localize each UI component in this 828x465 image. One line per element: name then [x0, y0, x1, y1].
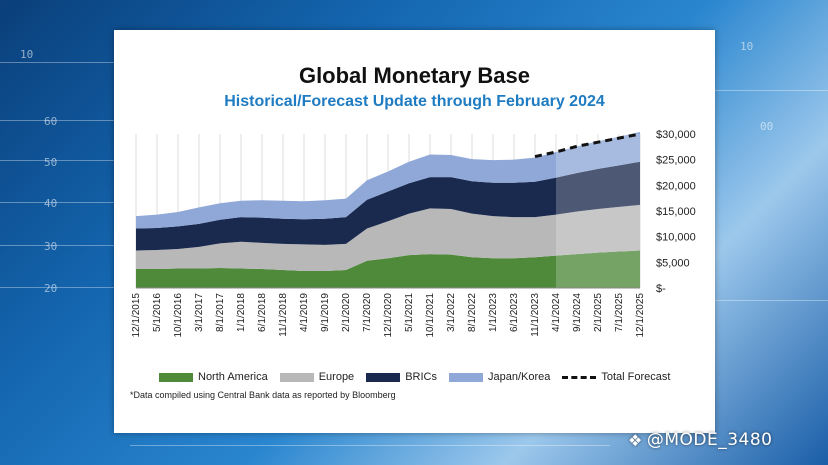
chart-legend: North America Europe BRICs Japan/Korea T… [159, 370, 682, 384]
x-tick-label: 8/1/2022 [467, 293, 478, 332]
legend-item-brics: BRICs [366, 371, 437, 383]
x-tick-label: 3/1/2017 [194, 293, 205, 332]
watermark-text: @MODE_3480 [646, 430, 773, 450]
x-tick-label: 1/1/2018 [236, 293, 247, 332]
background-number: 10 [20, 48, 34, 61]
background-number: 50 [44, 156, 58, 169]
x-tick-label: 4/1/2019 [299, 293, 310, 332]
area-series-brics [136, 161, 640, 251]
legend-dash [562, 375, 597, 379]
chart-note: *Data compiled using Central Bank data a… [130, 390, 396, 400]
x-tick-label: 12/1/2025 [635, 293, 646, 338]
background-line [715, 90, 828, 91]
background-line [715, 300, 828, 301]
y-tick-label: $10,000 [656, 232, 696, 244]
legend-item-japan-korea: Japan/Korea [448, 371, 551, 383]
chart-subtitle: Historical/Forecast Update through Febru… [224, 93, 605, 110]
x-tick-label: 4/1/2024 [551, 293, 562, 332]
chart-svg: 12/1/2015 5/1/2016 10/1/2016 3/1/2017 8/1/20… [131, 129, 696, 338]
x-tick-label: 6/1/2018 [257, 293, 268, 332]
legend-label: North America [198, 371, 268, 383]
chart-card: 12/1/2015 5/1/2016 10/1/2016 3/1/2017 8/1/20… [114, 30, 715, 433]
x-tick-label: 10/1/2021 [425, 293, 436, 338]
x-tick-label: 12/1/2020 [383, 293, 394, 338]
legend-item-total-forecast: Total Forecast [562, 371, 670, 383]
y-tick-label: $5,000 [656, 257, 690, 269]
background-line [0, 245, 114, 246]
legend-label: Europe [318, 371, 355, 383]
area-series-europe [136, 204, 640, 272]
legend-label: BRICs [405, 371, 437, 383]
area-series-japan-korea [136, 131, 640, 229]
x-tick-label: 5/1/2016 [152, 293, 163, 332]
background-number: 40 [44, 197, 58, 210]
y-tick-label: $20,000 [656, 180, 696, 192]
forecast-line [534, 132, 641, 159]
area-series-north-america [136, 250, 640, 288]
x-tick-label: 7/1/2020 [362, 293, 373, 332]
background-line [0, 202, 114, 203]
background-line [130, 445, 610, 446]
x-tick-label: 7/1/2025 [614, 293, 625, 332]
x-tick-label: 9/1/2024 [572, 293, 583, 332]
x-tick-label: 2/1/2025 [593, 293, 604, 332]
legend-swatch [366, 372, 401, 382]
legend-item-north-america: North America [159, 371, 268, 383]
x-tick-label: 9/1/2019 [320, 293, 331, 332]
background-line [0, 287, 114, 288]
x-tick-label: 5/1/2021 [404, 293, 415, 332]
background-line [0, 62, 114, 63]
background-number: 30 [44, 240, 58, 253]
y-tick-label: $30,000 [656, 129, 696, 141]
y-tick-label: $25,000 [656, 155, 696, 167]
x-tick-label: 6/1/2023 [509, 293, 520, 332]
legend-label: Total Forecast [601, 371, 671, 383]
x-tick-label: 10/1/2016 [173, 293, 184, 338]
x-tick-label: 1/1/2023 [488, 293, 499, 332]
x-tick-label: 12/1/2015 [131, 293, 142, 338]
forecast-region [556, 134, 640, 288]
background-number: 60 [44, 115, 58, 128]
chart-title: Global Monetary Base [298, 63, 531, 88]
x-tick-label: 8/1/2017 [215, 293, 226, 332]
x-tick-label: 2/1/2020 [341, 293, 352, 332]
background-line [0, 160, 114, 161]
background-number: 10 [740, 40, 754, 53]
legend-label: Japan/Korea [487, 371, 551, 383]
x-tick-label: 3/1/2022 [446, 293, 457, 332]
y-tick-label: $15,000 [656, 206, 696, 218]
background-number: 20 [44, 282, 58, 295]
y-tick-label: $- [656, 283, 666, 295]
x-tick-label: 11/1/2023 [530, 293, 541, 337]
watermark: ❖ @MODE_3480 [628, 430, 773, 450]
legend-item-europe: Europe [279, 371, 355, 383]
diamond-logo-icon: ❖ [628, 430, 643, 450]
background-line [0, 120, 114, 121]
x-tick-label: 11/1/2018 [278, 293, 289, 337]
legend-swatch [279, 372, 314, 382]
legend-swatch [448, 372, 483, 382]
background-number: 00 [760, 120, 774, 133]
legend-swatch [159, 372, 193, 382]
